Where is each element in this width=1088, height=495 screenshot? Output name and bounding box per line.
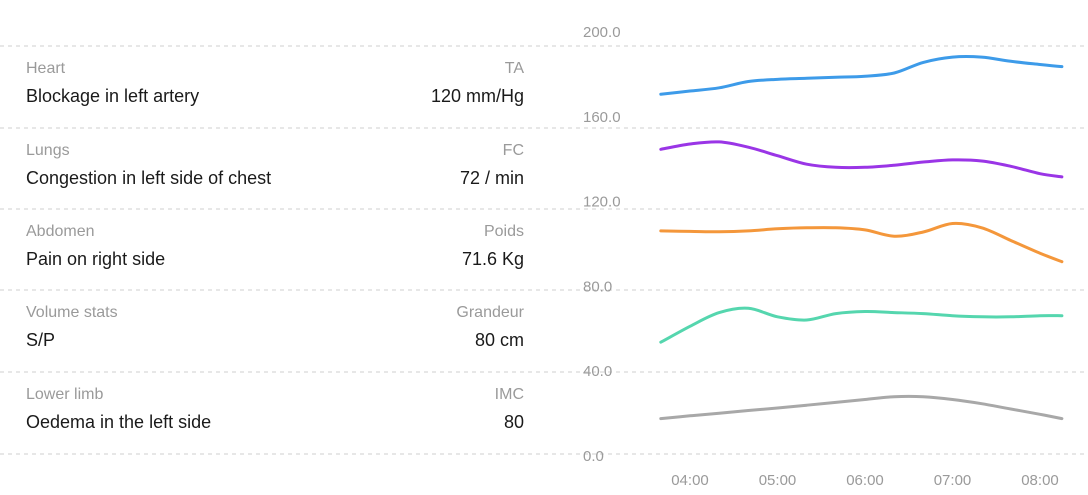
series-line-1 (659, 55, 1064, 96)
metric-label: FC (502, 142, 524, 159)
finding-text: Pain on right side (26, 249, 166, 269)
x-tick-label: 05:00 (759, 472, 797, 489)
y-axis-ticks: 200.0 160.0 120.0 80.0 40.0 0.0 (583, 24, 621, 465)
y-tick-label: 160.0 (583, 109, 621, 126)
x-tick-label: 07:00 (934, 472, 972, 489)
series-line-4 (659, 306, 1064, 344)
vital-row-abdomen: Abdomen Pain on right side Poids 71.6 Kg (0, 209, 560, 291)
series-line-2 (659, 140, 1064, 179)
metric-label: Poids (483, 223, 524, 240)
category-label: Lower limb (26, 386, 104, 403)
category-label: Heart (26, 60, 66, 77)
vital-row-lungs: Lungs Congestion in left side of chest F… (0, 128, 560, 210)
finding-text: S/P (26, 330, 56, 350)
grid-lines (0, 45, 1088, 455)
metric-value: 80 (503, 412, 524, 432)
series-line-3 (659, 221, 1064, 264)
y-tick-label: 120.0 (583, 194, 621, 211)
y-tick-label: 0.0 (583, 448, 604, 465)
category-label: Volume stats (26, 304, 118, 321)
vital-row-volume-stats: Volume stats S/P Grandeur 80 cm (0, 290, 560, 372)
metric-value: 71.6 Kg (461, 249, 524, 269)
x-axis-ticks: 04:00 05:00 06:00 07:00 08:00 (671, 472, 1059, 489)
y-tick-label: 40.0 (583, 363, 612, 380)
y-tick-label: 80.0 (583, 278, 612, 295)
finding-text: Congestion in left side of chest (26, 168, 272, 188)
metric-value: 72 / min (459, 168, 524, 188)
vital-row-lower-limb: Lower limb Oedema in the left side IMC 8… (0, 372, 560, 454)
x-tick-label: 08:00 (1021, 472, 1059, 489)
vital-row-heart: Heart Blockage in left artery TA 120 mm/… (0, 46, 560, 128)
finding-text: Oedema in the left side (26, 412, 212, 432)
series-lines (659, 55, 1064, 421)
metric-label: TA (504, 60, 524, 77)
y-tick-label: 200.0 (583, 24, 621, 41)
category-label: Lungs (26, 142, 70, 159)
metric-label: Grandeur (456, 304, 524, 321)
series-line-5 (659, 394, 1064, 421)
finding-text: Blockage in left artery (26, 86, 200, 106)
category-label: Abdomen (26, 223, 95, 240)
metric-label: IMC (494, 386, 524, 403)
x-tick-label: 04:00 (671, 472, 709, 489)
metric-value: 120 mm/Hg (430, 86, 524, 106)
x-tick-label: 06:00 (846, 472, 884, 489)
metric-value: 80 cm (474, 330, 524, 350)
